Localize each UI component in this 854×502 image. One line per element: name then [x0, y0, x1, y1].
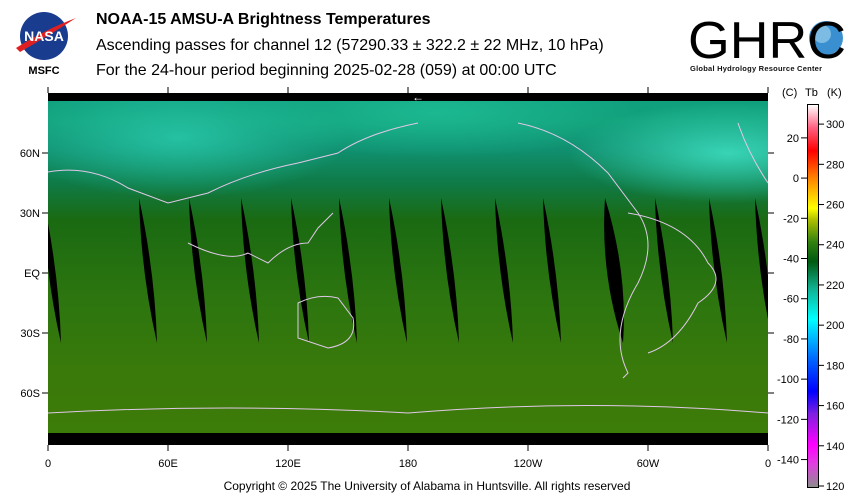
- ghrc-logo: GHRC Global Hydrology Resource Center: [686, 8, 850, 79]
- y-tick-label: EQ: [24, 268, 40, 280]
- colorbar-label-celsius: -40: [783, 254, 799, 266]
- y-tick-label: 60S: [20, 388, 40, 400]
- missing-swath-gap: [189, 198, 207, 343]
- missing-swath-gap: [755, 198, 768, 320]
- colorbar-header-tb: Tb: [805, 87, 818, 99]
- colorbar-label-celsius: -140: [777, 455, 799, 467]
- orbit-direction-marker: ←: [412, 93, 424, 104]
- copyright-notice: Copyright © 2025 The University of Alaba…: [223, 479, 631, 493]
- missing-swath-gap: [48, 223, 61, 343]
- colorbar-label-celsius: -120: [777, 414, 799, 426]
- coastlines: [48, 122, 768, 414]
- missing-swath-gap: [655, 198, 673, 343]
- colorbar-label-kelvin: 220: [826, 280, 844, 292]
- missing-swath-gap: [241, 198, 259, 343]
- colorbar-header-kelvin: (K): [827, 87, 842, 99]
- colorbar-label-kelvin: 180: [826, 360, 844, 372]
- colorbar-label-kelvin: 300: [826, 119, 844, 131]
- colorbar-label-kelvin: 200: [826, 320, 844, 332]
- missing-swath-gap: [709, 198, 727, 343]
- ghrc-caption: Global Hydrology Resource Center: [690, 64, 822, 73]
- msfc-caption: MSFC: [28, 65, 59, 76]
- chart-period: For the 24-hour period beginning 2025-02…: [96, 62, 557, 79]
- chart-title: NOAA-15 AMSU-A Brightness Temperatures: [96, 11, 431, 28]
- chart-subtitle: Ascending passes for channel 12 (57290.3…: [96, 37, 604, 54]
- missing-swath-gap: [139, 198, 157, 343]
- colorbar-label-celsius: -100: [777, 374, 799, 386]
- colorbar-label-celsius: 0: [793, 173, 799, 185]
- x-tick-label: 0: [765, 458, 771, 470]
- y-tick-label: 60N: [20, 148, 40, 160]
- missing-swath-gap: [441, 198, 459, 343]
- x-tick-label: 60W: [637, 458, 660, 470]
- missing-swath-gap: [604, 198, 624, 343]
- y-tick-label: 30S: [20, 328, 40, 340]
- x-tick-label: 120E: [275, 458, 301, 470]
- x-tick-label: 120W: [514, 458, 543, 470]
- nasa-msfc-logo: NASA MSFC: [14, 10, 78, 81]
- colorbar-label-kelvin: 240: [826, 240, 844, 252]
- colorbar: [807, 104, 819, 488]
- colorbar-label-celsius: -20: [783, 213, 799, 225]
- no-data-band-south: [48, 433, 768, 445]
- colorbar-label-kelvin: 160: [826, 401, 844, 413]
- missing-swath-gap: [495, 198, 513, 343]
- no-data-band-north: [48, 93, 768, 101]
- colorbar-label-celsius: -80: [783, 334, 799, 346]
- colorbar-label-kelvin: 280: [826, 159, 844, 171]
- missing-swath-gap: [339, 198, 357, 343]
- colorbar-label-celsius: -60: [783, 294, 799, 306]
- colorbar-label-kelvin: 260: [826, 200, 844, 212]
- x-tick-label: 180: [399, 458, 417, 470]
- missing-swath-gap: [389, 198, 407, 343]
- colorbar-header-celsius: (C): [782, 87, 798, 99]
- y-tick-label: 30N: [20, 208, 40, 220]
- brightness-temperature-map: ←: [48, 93, 768, 445]
- nasa-logo-text: NASA: [24, 28, 64, 44]
- colorbar-label-kelvin: 140: [826, 441, 844, 453]
- colorbar-label-celsius: 20: [787, 133, 799, 145]
- missing-swath-gap: [543, 198, 561, 343]
- x-tick-label: 60E: [158, 458, 178, 470]
- ghrc-logo-text: GHRC: [688, 12, 846, 70]
- missing-swath-gap: [291, 198, 309, 343]
- x-tick-label: 0: [45, 458, 51, 470]
